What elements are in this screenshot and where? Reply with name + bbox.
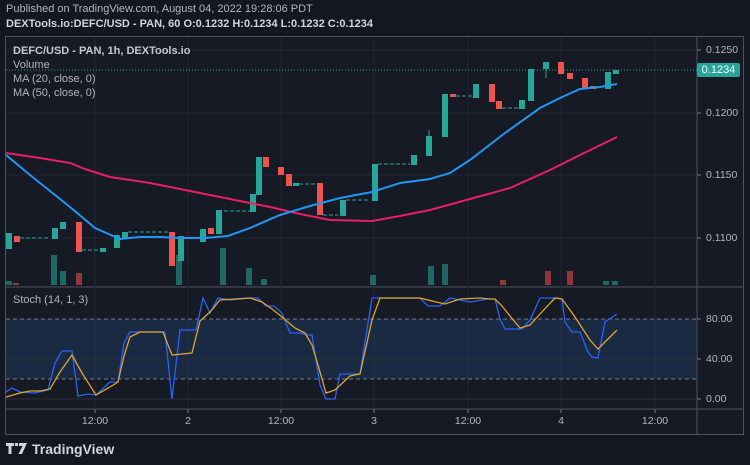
symbol-ohlc-line: DEXTools.io:DEFC/USD - PAN, 60 O:0.1232 … (6, 18, 374, 30)
time-label: 4 (558, 415, 564, 427)
stoch-d-line (5, 297, 618, 398)
time-label: 2 (185, 415, 191, 427)
ma20-line (5, 83, 618, 241)
current-price-tag: 0.1234 (697, 63, 740, 77)
time-label: 12:00 (81, 415, 109, 427)
stoch-legend[interactable]: Stoch (14, 1, 3) (13, 294, 89, 306)
time-label: 12:00 (267, 415, 295, 427)
stoch-label-40: 40.00 (706, 353, 733, 365)
time-label: 12:00 (454, 415, 482, 427)
brand-name: TradingView (32, 441, 115, 457)
legend-title: DEFC/USD - PAN, 1h, DEXTools.io (13, 45, 191, 57)
candlesticks (6, 62, 619, 266)
time-label: 3 (371, 415, 377, 427)
legend-ma20[interactable]: MA (20, close, 0) (13, 73, 96, 85)
published-info: Published on TradingView.com, August 04,… (6, 3, 313, 15)
stoch-label-0: 0.00 (706, 393, 727, 405)
tradingview-logo-icon (6, 443, 27, 454)
tradingview-logo[interactable]: TradingView (6, 441, 114, 457)
price-label-0: 0.1250 (706, 44, 739, 56)
price-label-2: 0.1150 (706, 169, 738, 181)
main-legend: DEFC/USD - PAN, 1h, DEXTools.io Volume M… (13, 44, 190, 100)
volume-bars (6, 248, 618, 285)
price-label-1: 0.1200 (706, 107, 739, 119)
stoch-label-80: 80.00 (706, 313, 733, 325)
legend-ma50[interactable]: MA (50, close, 0) (13, 87, 96, 99)
ma50-line (5, 136, 618, 223)
price-label-3: 0.1100 (706, 232, 738, 244)
legend-volume[interactable]: Volume (13, 59, 50, 71)
time-label: 12:00 (641, 415, 669, 427)
